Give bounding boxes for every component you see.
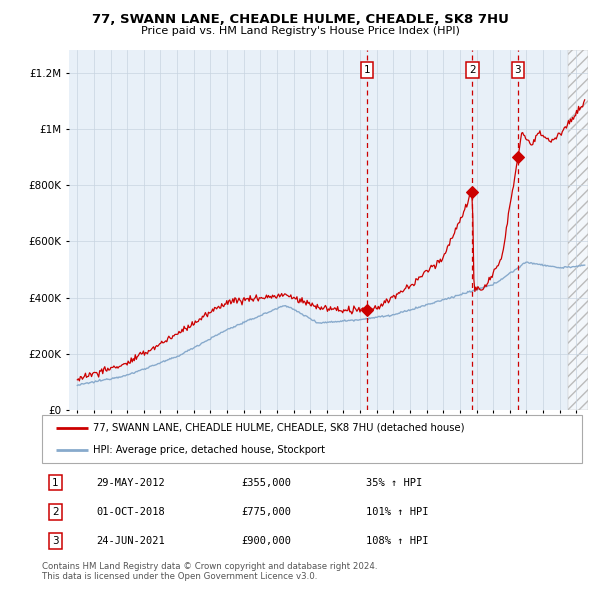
- Text: £900,000: £900,000: [242, 536, 292, 546]
- Text: HPI: Average price, detached house, Stockport: HPI: Average price, detached house, Stoc…: [94, 445, 325, 455]
- Text: 2: 2: [469, 65, 476, 75]
- Text: 108% ↑ HPI: 108% ↑ HPI: [366, 536, 428, 546]
- Text: 77, SWANN LANE, CHEADLE HULME, CHEADLE, SK8 7HU (detached house): 77, SWANN LANE, CHEADLE HULME, CHEADLE, …: [94, 423, 465, 433]
- Text: Contains HM Land Registry data © Crown copyright and database right 2024.: Contains HM Land Registry data © Crown c…: [42, 562, 377, 571]
- Text: 24-JUN-2021: 24-JUN-2021: [96, 536, 165, 546]
- Point: [362, 306, 372, 315]
- Polygon shape: [568, 50, 588, 410]
- Text: 1: 1: [364, 65, 370, 75]
- Text: 01-OCT-2018: 01-OCT-2018: [96, 507, 165, 517]
- Text: 35% ↑ HPI: 35% ↑ HPI: [366, 477, 422, 487]
- Point: [467, 188, 477, 197]
- Text: 2: 2: [52, 507, 59, 517]
- Text: 3: 3: [514, 65, 521, 75]
- Text: 77, SWANN LANE, CHEADLE HULME, CHEADLE, SK8 7HU: 77, SWANN LANE, CHEADLE HULME, CHEADLE, …: [92, 13, 508, 26]
- Text: 29-MAY-2012: 29-MAY-2012: [96, 477, 165, 487]
- Text: 3: 3: [52, 536, 59, 546]
- Text: £355,000: £355,000: [242, 477, 292, 487]
- Text: 101% ↑ HPI: 101% ↑ HPI: [366, 507, 428, 517]
- Point: [513, 152, 523, 162]
- Text: £775,000: £775,000: [242, 507, 292, 517]
- Text: 1: 1: [52, 477, 59, 487]
- Text: Price paid vs. HM Land Registry's House Price Index (HPI): Price paid vs. HM Land Registry's House …: [140, 26, 460, 36]
- Text: This data is licensed under the Open Government Licence v3.0.: This data is licensed under the Open Gov…: [42, 572, 317, 581]
- FancyBboxPatch shape: [42, 415, 582, 463]
